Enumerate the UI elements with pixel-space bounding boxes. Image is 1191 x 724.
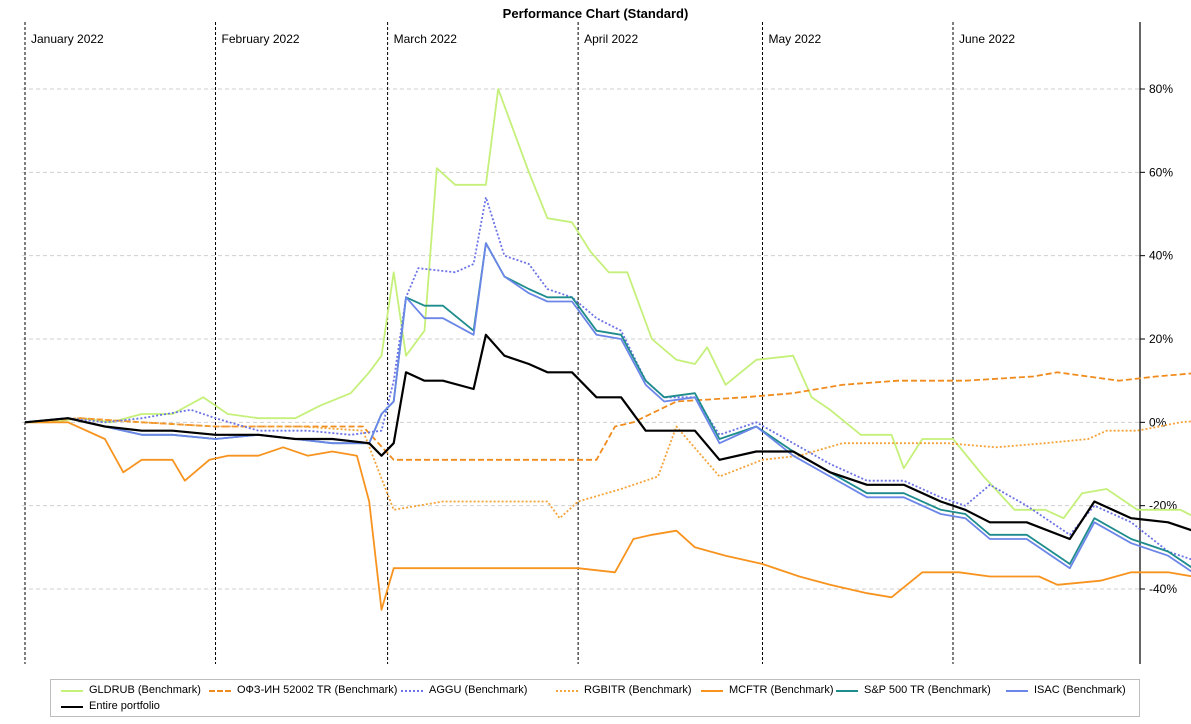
series-line	[24, 417, 1191, 520]
month-markers: January 2022 February 2022 March 2022 April…	[24, 22, 1015, 664]
series-lines	[24, 88, 1191, 611]
y-tick-label: 20%	[1149, 332, 1173, 346]
legend-label: AGGU (Benchmark)	[429, 684, 528, 696]
legend-swatch	[1006, 690, 1028, 692]
series-line	[25, 421, 1191, 611]
legend-label: Entire portfolio	[89, 700, 160, 712]
legend-swatch	[61, 706, 83, 708]
month-label: June 2022	[959, 32, 1015, 46]
legend-label: ISAC (Benchmark)	[1034, 684, 1126, 696]
series-line	[24, 333, 1191, 541]
legend: GLDRUB (Benchmark) ОФЗ-ИН 52002 TR (Bench…	[50, 679, 1140, 717]
legend-label: MCFTR (Benchmark)	[729, 684, 834, 696]
legend-swatch	[61, 690, 83, 692]
y-tick-label: -40%	[1149, 582, 1177, 596]
y-tick-label: 40%	[1149, 249, 1173, 263]
chart-plot-area: January 2022 February 2022 March 2022 April…	[22, 22, 1191, 664]
legend-swatch	[556, 690, 578, 692]
legend-label: RGBITR (Benchmark)	[584, 684, 692, 696]
series-line	[25, 88, 1191, 520]
legend-swatch	[209, 690, 231, 692]
chart-title: Performance Chart (Standard)	[502, 6, 689, 21]
month-label: April 2022	[584, 32, 638, 46]
legend-label: ОФЗ-ИН 52002 TR (Benchmark)	[237, 684, 398, 696]
series-line	[24, 371, 1191, 461]
y-axis: 80%60%40%20%0%-20%-40%	[1139, 22, 1177, 664]
y-tick-label: 80%	[1149, 82, 1173, 96]
y-tick-label: 60%	[1149, 165, 1173, 179]
month-label: January 2022	[31, 32, 104, 46]
series-line	[24, 196, 1191, 561]
legend-swatch	[701, 690, 723, 692]
legend-label: S&P 500 TR (Benchmark)	[864, 684, 991, 696]
legend-swatch	[401, 690, 423, 692]
legend-swatch	[836, 690, 858, 692]
month-label: February 2022	[222, 32, 300, 46]
month-label: March 2022	[394, 32, 458, 46]
month-label: May 2022	[768, 32, 821, 46]
legend-label: GLDRUB (Benchmark)	[89, 684, 201, 696]
